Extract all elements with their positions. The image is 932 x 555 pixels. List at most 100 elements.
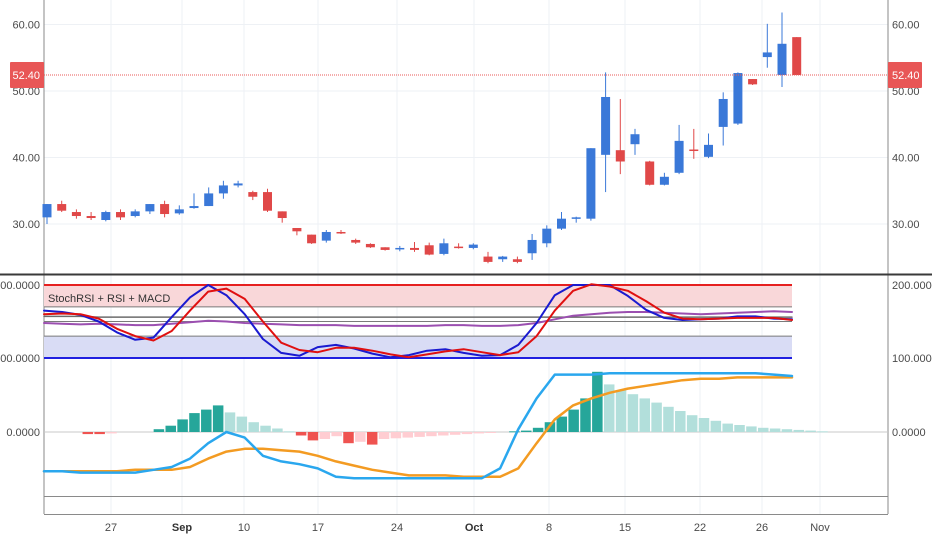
histogram-bar — [319, 432, 331, 439]
candle-body — [189, 206, 199, 209]
histogram-bar — [94, 432, 105, 435]
candle-body — [483, 256, 493, 262]
rsi-signal-line — [43, 315, 793, 318]
candle-body — [86, 216, 96, 219]
histogram-bar — [295, 432, 307, 436]
price-tick-label-left: 30.00 — [12, 219, 40, 231]
candle-body — [645, 161, 655, 185]
candle-body — [395, 247, 405, 250]
histogram-bar — [201, 409, 212, 432]
candle-body — [160, 204, 170, 215]
candle-body — [571, 217, 581, 219]
candle-body — [174, 209, 184, 214]
histogram-bar — [189, 413, 200, 432]
candle-body — [218, 185, 228, 194]
time-tick-label: Oct — [465, 522, 484, 534]
candle-body — [410, 247, 419, 250]
price-tick-label-left: 40.00 — [12, 153, 40, 165]
histogram-bar — [603, 384, 615, 432]
candle-body — [586, 148, 596, 219]
candle-body — [336, 231, 346, 234]
candle-body — [527, 239, 537, 254]
time-tick-label: 17 — [312, 522, 324, 534]
histogram-bar — [82, 432, 94, 435]
histogram-bar — [639, 398, 650, 432]
indicator-line-layer — [42, 283, 794, 480]
time-tick-label: 24 — [391, 522, 403, 534]
histogram-bar — [793, 429, 805, 432]
time-tick-label: 26 — [756, 522, 768, 534]
histogram-bar — [402, 432, 413, 438]
candle-body — [263, 192, 272, 211]
candle-body — [116, 212, 125, 218]
time-tick-label: Sep — [172, 522, 192, 534]
candle-body — [542, 228, 552, 244]
candle-body — [674, 140, 684, 173]
price-tick-label-right: 50.00 — [892, 86, 920, 98]
price-tick-label-right: 30.00 — [892, 219, 920, 231]
candle-body — [321, 231, 331, 241]
candle-body — [233, 183, 243, 186]
axis-layer: 60.00 60.00 50.00 50.00 40.00 40.00 30.00 30.00… — [0, 20, 932, 535]
histogram-bar — [260, 425, 271, 432]
indicator-tick-label-left: 200.0000 — [0, 280, 40, 292]
candle-body — [424, 245, 434, 255]
time-tick-label: Nov — [810, 522, 830, 534]
time-tick-label: 8 — [546, 522, 552, 534]
macd-signal-line — [42, 376, 794, 479]
candle-body — [792, 37, 802, 76]
histogram-bar — [272, 428, 283, 432]
histogram-bar — [248, 422, 259, 432]
candle-body — [439, 243, 449, 254]
histogram-bar — [615, 390, 627, 432]
histogram-bar — [663, 406, 674, 432]
candle-body — [498, 256, 508, 260]
histogram-bar — [307, 432, 319, 441]
histogram-bar — [568, 409, 579, 432]
indicator-tick-label-left: 100.0000 — [0, 353, 40, 365]
histogram-bar — [449, 432, 461, 435]
histogram-bar — [331, 432, 342, 437]
histogram-bar — [686, 415, 698, 432]
macd-tick-label-left: 0.0000 — [6, 427, 40, 439]
histogram-layer — [82, 371, 828, 445]
stoch-d-line — [43, 283, 793, 359]
grid-layer — [0, 0, 932, 515]
time-tick-label: 15 — [619, 522, 631, 534]
time-tick-label: 10 — [238, 522, 250, 534]
histogram-bar — [805, 430, 816, 432]
histogram-bar — [165, 425, 176, 432]
candle-body — [277, 211, 287, 219]
indicator-title: StochRSI + RSI + MACD — [48, 293, 170, 305]
candle-body — [659, 176, 669, 185]
histogram-bar — [710, 420, 722, 432]
histogram-bar — [734, 425, 745, 432]
histogram-bar — [473, 432, 485, 434]
histogram-bar — [414, 432, 425, 437]
histogram-bar — [378, 432, 390, 439]
histogram-bar — [343, 432, 354, 444]
candle-body — [733, 73, 743, 124]
candle-body — [101, 212, 111, 221]
histogram-bar — [153, 429, 165, 432]
histogram-bar — [390, 432, 402, 439]
candle-body — [42, 204, 52, 218]
candle-body — [748, 79, 758, 85]
last-price-badge-left-text: 52.40 — [12, 70, 40, 82]
histogram-bar — [758, 427, 769, 432]
candle-body — [468, 244, 478, 248]
histogram-bar — [580, 398, 591, 432]
histogram-bar — [426, 432, 437, 437]
histogram-bar — [746, 426, 757, 432]
histogram-bar — [177, 419, 188, 432]
macd-tick-label-right: 0.0000 — [892, 427, 926, 439]
indicator-tick-label-right: 100.0000 — [892, 353, 932, 365]
histogram-bar — [236, 416, 248, 432]
last-price-badge-right — [888, 62, 922, 89]
candle-body — [130, 211, 140, 217]
candle-body — [762, 52, 772, 58]
histogram-bar — [485, 432, 496, 433]
histogram-bar — [651, 402, 662, 432]
